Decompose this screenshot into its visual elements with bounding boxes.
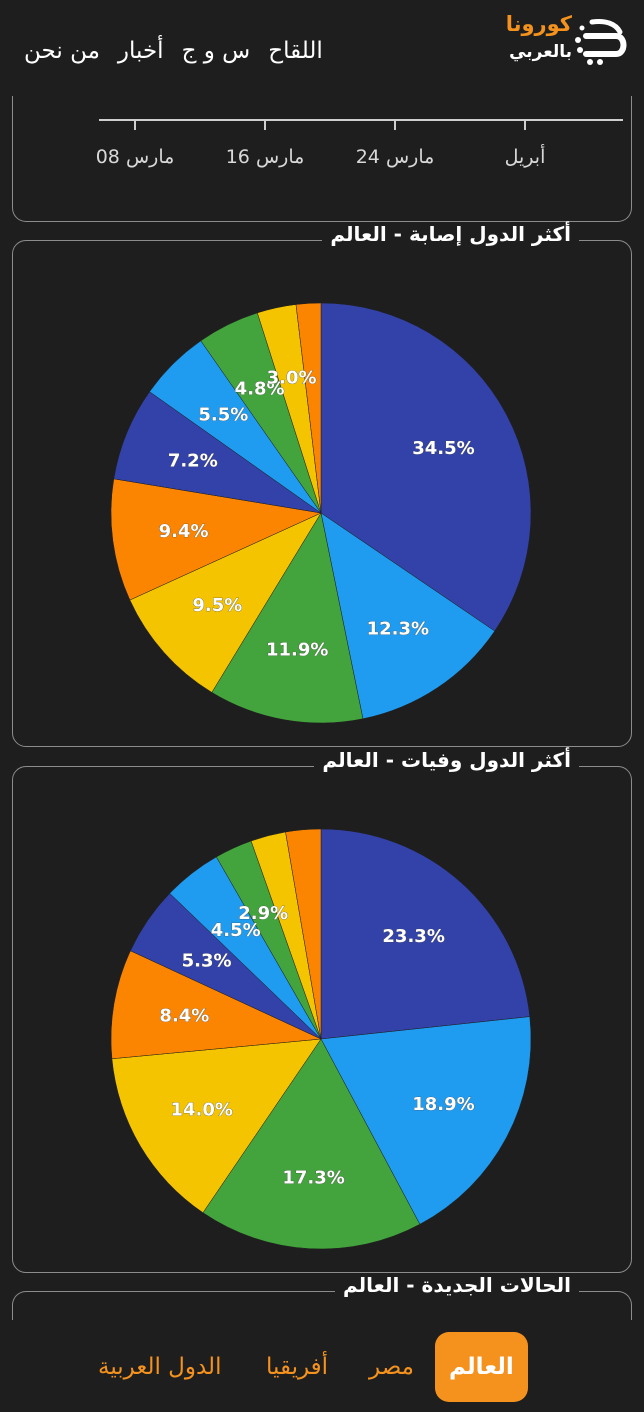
deaths-pie-chart[interactable]: 23.3% 18.9% 17.3% 14.0% 8.4% 5.3% 4.5%2.9% bbox=[109, 827, 533, 1251]
new-cases-card: الحالات الجديدة - العالم bbox=[12, 1273, 632, 1351]
pie-slice[interactable] bbox=[295, 302, 322, 514]
pie-slice-label: 3.0% bbox=[267, 368, 317, 389]
pie-slice-label: 18.9% bbox=[412, 1094, 474, 1115]
pie-slice-label: 9.4% bbox=[159, 521, 209, 542]
pie-slice-label: 8.4% bbox=[159, 1006, 209, 1027]
top-nav: من نحن أخبار س و ج اللقاح bbox=[24, 38, 323, 64]
timeline-axis: أبريل مارس 24 مارس 16 مارس 08 bbox=[96, 119, 623, 168]
pie-slice-label: 11.9% bbox=[266, 640, 328, 661]
nav-faq[interactable]: س و ج bbox=[181, 38, 251, 64]
tab-egypt[interactable]: مصر bbox=[369, 1354, 414, 1380]
pie-slice-label: 9.5% bbox=[192, 595, 242, 616]
pie-slice-label: 2.9% bbox=[238, 903, 288, 924]
pie-slice-label: 7.2% bbox=[168, 450, 218, 471]
pie-slice-label: 5.5% bbox=[198, 405, 248, 426]
logo-line1: كورونا bbox=[505, 12, 572, 36]
pie-slice[interactable] bbox=[320, 1016, 532, 1225]
header: من نحن أخبار س و ج اللقاح كورونا بالعربي bbox=[0, 0, 644, 110]
logo-line2: بالعربي bbox=[509, 42, 572, 62]
cases-chart-card: أكثر الدول إصابة - العالم 34.5% 12.3% 11.9… bbox=[12, 222, 632, 747]
nav-vaccine[interactable]: اللقاح bbox=[268, 38, 323, 64]
timeline-card: أبريل مارس 24 مارس 16 مارس 08 bbox=[12, 96, 632, 222]
tab-africa[interactable]: أفريقيا bbox=[266, 1354, 329, 1380]
cases-chart-title: أكثر الدول إصابة - العالم bbox=[322, 222, 579, 246]
tab-arab-countries[interactable]: الدول العربية bbox=[98, 1354, 222, 1380]
pie-slice-label: 5.3% bbox=[182, 951, 232, 972]
cases-pie-chart[interactable]: 34.5% 12.3% 11.9% 9.5% 9.4% 7.2% 5.5% 4.8%3.0% bbox=[109, 301, 533, 725]
pie-slice[interactable] bbox=[110, 478, 322, 601]
new-cases-title: الحالات الجديدة - العالم bbox=[334, 1273, 579, 1297]
pie-slice-label: 17.3% bbox=[282, 1167, 344, 1188]
pie-slice-label: 4.8% bbox=[235, 379, 285, 400]
pie-slice[interactable] bbox=[320, 302, 532, 632]
pie-slice[interactable] bbox=[211, 512, 364, 724]
tick-march-24: مارس 24 bbox=[356, 146, 435, 168]
logo-mark-icon bbox=[575, 19, 627, 65]
pie-slice[interactable] bbox=[110, 950, 322, 1060]
pie-slice-label: 4.5% bbox=[211, 920, 261, 941]
tick-march-08: مارس 08 bbox=[96, 146, 175, 168]
pie-slice-label: 34.5% bbox=[412, 438, 474, 459]
nav-news[interactable]: أخبار bbox=[117, 38, 164, 64]
pie-slice[interactable] bbox=[285, 828, 322, 1040]
region-tabbar: العالم مصر أفريقيا الدول العربية bbox=[0, 1320, 644, 1412]
pie-slice[interactable] bbox=[202, 1038, 421, 1250]
pie-slice-label: 14.0% bbox=[170, 1100, 232, 1121]
deaths-chart-title: أكثر الدول وفيات - العالم bbox=[314, 748, 579, 772]
pie-slice-label: 23.3% bbox=[382, 926, 444, 947]
deaths-chart-card: أكثر الدول وفيات - العالم 23.3% 18.9% 17.3… bbox=[12, 748, 632, 1273]
logo[interactable]: كورونا بالعربي bbox=[506, 12, 630, 74]
pie-slice[interactable] bbox=[320, 512, 496, 720]
pie-slice[interactable] bbox=[320, 828, 531, 1040]
tick-april: أبريل bbox=[505, 144, 546, 168]
nav-about[interactable]: من نحن bbox=[24, 38, 100, 64]
pie-slice[interactable] bbox=[129, 512, 322, 693]
tick-march-16: مارس 16 bbox=[226, 146, 305, 168]
pie-slice-label: 12.3% bbox=[367, 618, 429, 639]
tab-world[interactable]: العالم bbox=[435, 1332, 528, 1402]
pie-slice[interactable] bbox=[111, 1038, 322, 1214]
